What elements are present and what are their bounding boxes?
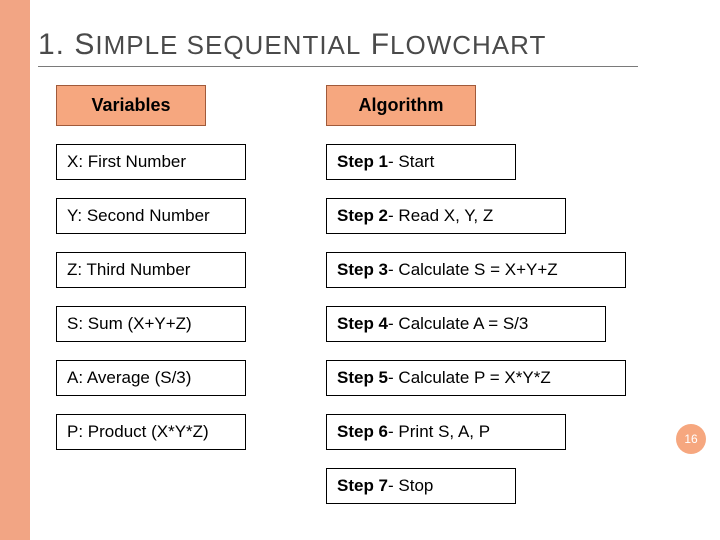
- variable-box: P: Product (X*Y*Z): [56, 414, 246, 450]
- step-text: - Calculate S = X+Y+Z: [388, 260, 558, 279]
- content-area: Variables X: First NumberY: Second Numbe…: [30, 67, 720, 91]
- algorithm-step-box: Step 5- Calculate P = X*Y*Z: [326, 360, 626, 396]
- step-label: Step 3: [337, 260, 388, 279]
- variable-box: A: Average (S/3): [56, 360, 246, 396]
- step-text: - Start: [388, 152, 434, 171]
- slide: 1. SIMPLE SEQUENTIAL FLOWCHART Variables…: [0, 0, 720, 540]
- algorithm-step-box: Step 6- Print S, A, P: [326, 414, 566, 450]
- title-part: 1. S: [38, 28, 95, 61]
- title-part: F: [361, 28, 390, 61]
- step-text: - Calculate P = X*Y*Z: [388, 368, 551, 387]
- title-part: [178, 30, 186, 60]
- algorithm-step-box: Step 3- Calculate S = X+Y+Z: [326, 252, 626, 288]
- page-number: 16: [684, 432, 697, 446]
- step-label: Step 4: [337, 314, 388, 333]
- page-number-badge: 16: [676, 424, 706, 454]
- algorithm-header: Algorithm: [326, 85, 476, 126]
- step-label: Step 6: [337, 422, 388, 441]
- algorithm-step-box: Step 4- Calculate A = S/3: [326, 306, 606, 342]
- variable-box: Z: Third Number: [56, 252, 246, 288]
- algorithm-step-box: Step 2- Read X, Y, Z: [326, 198, 566, 234]
- step-label: Step 5: [337, 368, 388, 387]
- step-text: - Calculate A = S/3: [388, 314, 528, 333]
- step-label: Step 7: [337, 476, 388, 495]
- variables-column: Variables X: First Number Y: Second Numbe…: [56, 85, 246, 468]
- step-text: - Print S, A, P: [388, 422, 490, 441]
- title-part: SEQUENTIAL: [187, 30, 362, 60]
- variable-box: X: First Number: [56, 144, 246, 180]
- title-part: IMPLE: [95, 30, 178, 60]
- algorithm-step-box: Step 7- Stop: [326, 468, 516, 504]
- variable-box: S: Sum (X+Y+Z): [56, 306, 246, 342]
- algorithm-column: Algorithm Step 1- Start Step 2- Read X, Y…: [326, 85, 626, 522]
- step-text: - Stop: [388, 476, 433, 495]
- variables-header: Variables: [56, 85, 206, 126]
- slide-title: 1. SIMPLE SEQUENTIAL FLOWCHART: [38, 28, 638, 67]
- title-part: LOWCHART: [390, 30, 546, 60]
- title-area: 1. SIMPLE SEQUENTIAL FLOWCHART: [30, 0, 720, 67]
- step-label: Step 2: [337, 206, 388, 225]
- variable-box: Y: Second Number: [56, 198, 246, 234]
- step-text: - Read X, Y, Z: [388, 206, 493, 225]
- step-label: Step 1: [337, 152, 388, 171]
- algorithm-step-box: Step 1- Start: [326, 144, 516, 180]
